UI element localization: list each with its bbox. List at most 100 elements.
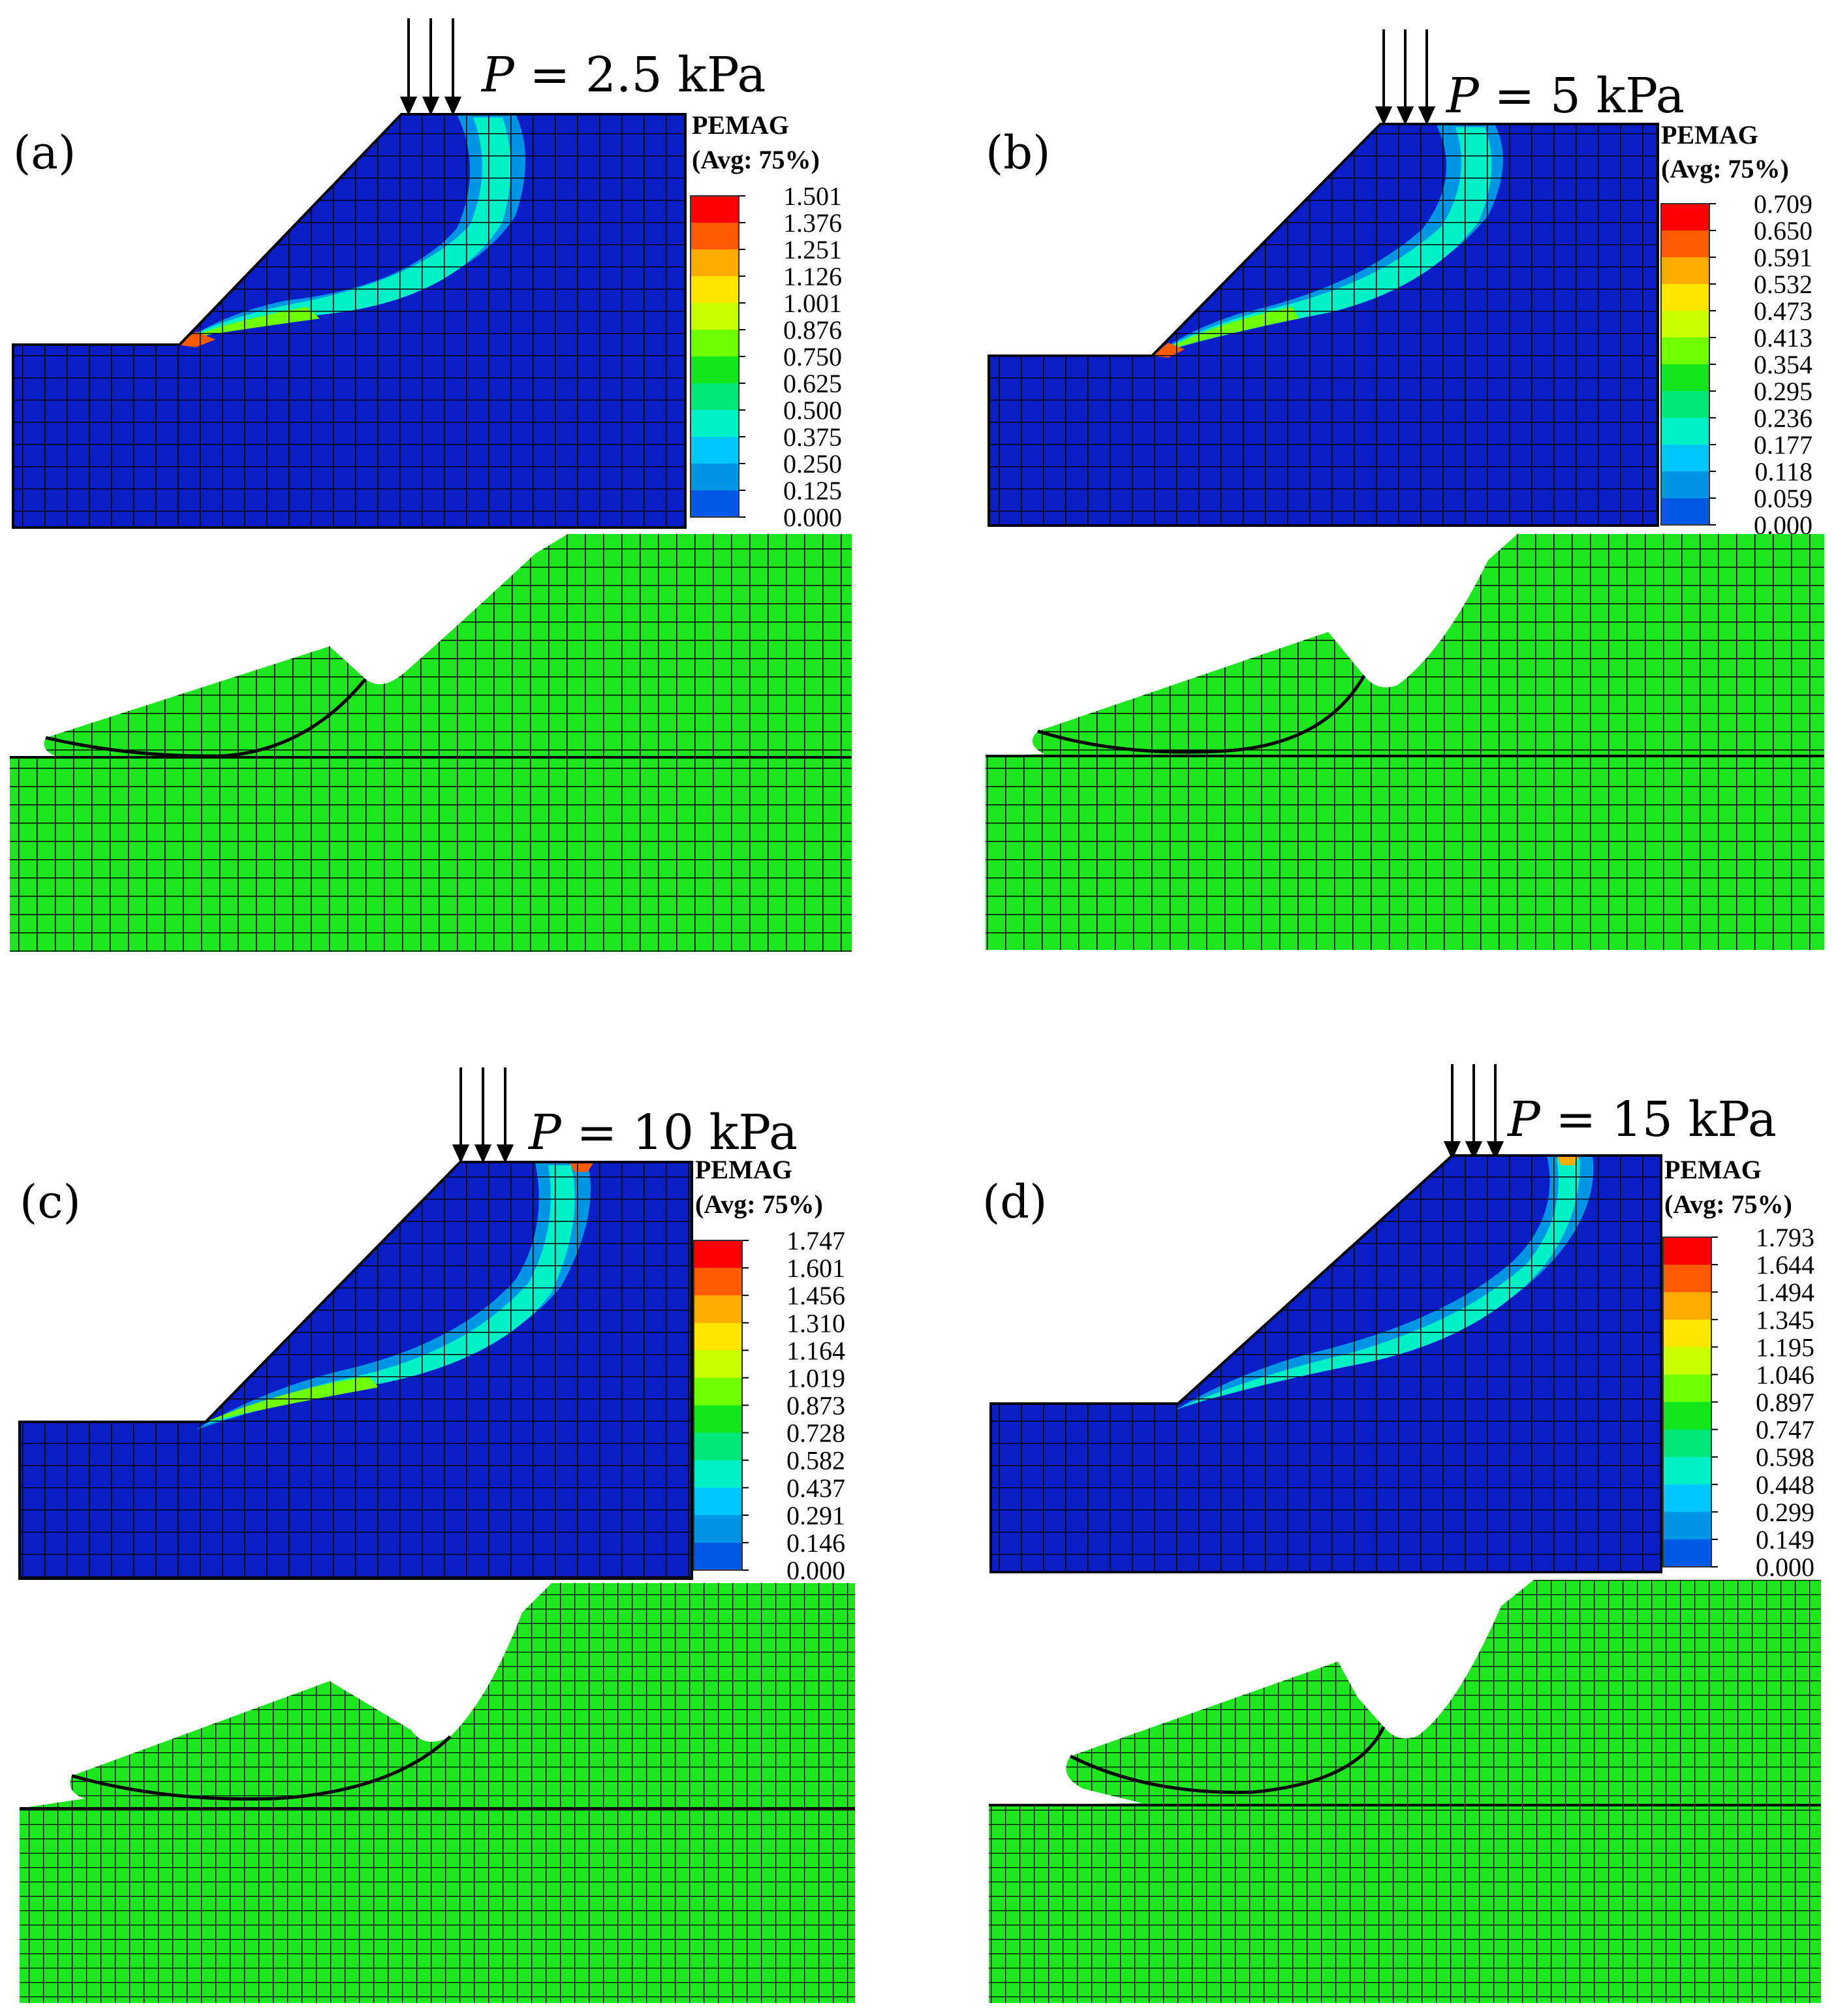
legend-tick-label: 0.873 xyxy=(786,1391,845,1421)
legend-tick-label: 0.146 xyxy=(786,1528,845,1558)
legend-color-band xyxy=(1661,498,1709,526)
legend-color-band xyxy=(1661,284,1709,311)
legend-tick-label: 0.236 xyxy=(1754,403,1813,433)
panel-a: P = 2.5 kPa (a) PEMAG (Avg: 75%) 1.5011.… xyxy=(10,18,852,952)
legend-tick-label: 1.501 xyxy=(783,181,842,211)
load-label: P = 5 kPa xyxy=(1445,68,1685,124)
legend-tick-label: 0.448 xyxy=(1756,1470,1814,1500)
legend-color-band xyxy=(1663,1374,1711,1402)
panel-d: P = 15 kPa (d) PEMAG (Avg: 75%) 1.7931.6… xyxy=(982,1064,1821,2003)
legend-color-band xyxy=(691,356,739,384)
legend-tick-label: 1.019 xyxy=(786,1363,845,1393)
legend-tick-label: 0.591 xyxy=(1754,243,1813,272)
legend-color-band xyxy=(1663,1347,1711,1375)
legend-color-band xyxy=(691,410,739,437)
legend-tick-label: 0.059 xyxy=(1754,484,1813,513)
panel-label: (d) xyxy=(982,1175,1047,1229)
legend-color-band xyxy=(694,1350,742,1378)
load-arrows xyxy=(399,18,462,116)
legend-tick-label: 1.345 xyxy=(1756,1305,1814,1334)
legend-tick-label: 1.195 xyxy=(1756,1332,1814,1362)
legend-title: PEMAG xyxy=(1664,1155,1762,1184)
legend-tick-label: 0.437 xyxy=(786,1473,845,1503)
legend-tick-label: 1.164 xyxy=(786,1336,845,1365)
legend: PEMAG (Avg: 75%) 1.7471.6011.4561.3101.1… xyxy=(693,1155,845,1585)
legend-color-band xyxy=(1663,1402,1711,1430)
legend-tick-label: 0.582 xyxy=(786,1446,845,1475)
legend-title: PEMAG xyxy=(695,1155,792,1184)
legend-tick-label: 0.125 xyxy=(783,476,842,505)
load-arrows xyxy=(1443,1064,1504,1160)
legend-tick-label: 0.149 xyxy=(1756,1525,1814,1554)
legend-tick-label: 0.295 xyxy=(1754,377,1813,406)
legend-tick-label: 1.001 xyxy=(783,289,842,318)
legend-color-band xyxy=(691,223,739,250)
legend-color-band xyxy=(1663,1319,1711,1347)
contour-plot xyxy=(18,1161,693,1580)
deformed-mesh xyxy=(10,534,852,952)
legend-tick-label: 0.709 xyxy=(1754,189,1813,219)
legend-color-band xyxy=(694,1295,742,1323)
legend-tick-label: 0.750 xyxy=(783,342,842,371)
contour-plot xyxy=(12,113,687,529)
legend-subtitle: (Avg: 75%) xyxy=(695,1189,823,1219)
legend-color-band xyxy=(1661,338,1709,365)
legend-color-band xyxy=(694,1323,742,1351)
legend-color-band xyxy=(694,1487,742,1516)
legend-color-band xyxy=(1661,471,1709,499)
legend-color-band xyxy=(1663,1265,1711,1293)
legend-color-band xyxy=(1661,391,1709,418)
contour-plot xyxy=(988,123,1659,527)
legend-color-band xyxy=(1661,418,1709,445)
legend-tick-label: 0.473 xyxy=(1754,296,1813,326)
legend-tick-label: 1.310 xyxy=(786,1308,845,1338)
legend-color-band xyxy=(1661,257,1709,285)
legend-tick-label: 0.650 xyxy=(1754,216,1813,245)
legend-color-band xyxy=(1661,311,1709,338)
panel-label: (a) xyxy=(13,126,76,180)
legend-tick-label: 0.728 xyxy=(786,1419,845,1448)
legend-tick-label: 0.897 xyxy=(1756,1388,1814,1417)
legend-color-band xyxy=(691,330,739,357)
legend: PEMAG (Avg: 75%) 1.5011.3761.2511.1261.0… xyxy=(690,110,842,532)
legend-tick-label: 0.250 xyxy=(783,449,842,479)
legend-color-band xyxy=(1663,1429,1711,1458)
legend-color-band xyxy=(691,464,739,491)
legend-tick-label: 1.747 xyxy=(786,1226,845,1255)
legend-tick-label: 0.876 xyxy=(783,315,842,345)
legend-color-band xyxy=(694,1268,742,1296)
deformed-mesh xyxy=(986,534,1824,950)
legend-tick-label: 0.000 xyxy=(786,1556,845,1585)
legend-title: PEMAG xyxy=(692,110,789,140)
legend-tick-label: 0.000 xyxy=(1756,1552,1814,1582)
legend-tick-label: 1.793 xyxy=(1756,1223,1814,1252)
legend-tick-label: 1.251 xyxy=(783,235,842,264)
legend-tick-label: 0.532 xyxy=(1754,270,1813,299)
legend-color-band xyxy=(694,1460,742,1488)
legend-color-band xyxy=(694,1542,742,1571)
legend-subtitle: (Avg: 75%) xyxy=(1661,154,1789,183)
legend-color-band xyxy=(691,303,739,330)
legend-color-band xyxy=(1661,230,1709,258)
legend-color-band xyxy=(691,437,739,464)
legend: PEMAG (Avg: 75%) 0.7090.6500.5910.5320.4… xyxy=(1660,120,1813,540)
legend-tick-label: 1.046 xyxy=(1756,1360,1814,1389)
legend-color-band xyxy=(691,490,739,518)
legend-color-band xyxy=(694,1240,742,1268)
legend-color-band xyxy=(1661,445,1709,472)
legend-tick-label: 0.177 xyxy=(1754,430,1813,460)
legend-tick-label: 0.375 xyxy=(783,422,842,452)
legend-tick-label: 0.000 xyxy=(783,503,842,532)
panel-b: P = 5 kPa (b) PEMAG (Avg: 75%) 0.7090.65… xyxy=(986,29,1824,950)
legend: PEMAG (Avg: 75%) 1.7931.6441.4941.3451.1… xyxy=(1662,1155,1814,1582)
legend-color-band xyxy=(1661,364,1709,392)
legend-color-band xyxy=(1663,1484,1711,1513)
legend-tick-label: 1.126 xyxy=(783,262,842,291)
legend-tick-label: 1.456 xyxy=(786,1281,845,1310)
legend-tick-label: 1.376 xyxy=(783,208,842,238)
legend-color-band xyxy=(694,1432,742,1461)
legend-tick-label: 0.354 xyxy=(1754,350,1813,379)
legend-color-band xyxy=(1663,1237,1711,1265)
legend-title: PEMAG xyxy=(1661,120,1758,150)
load-arrows xyxy=(452,1067,514,1163)
